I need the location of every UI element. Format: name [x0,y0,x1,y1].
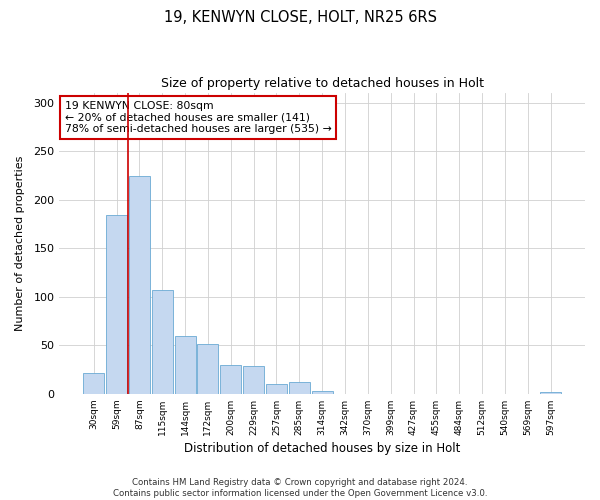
Title: Size of property relative to detached houses in Holt: Size of property relative to detached ho… [161,78,484,90]
Bar [311,391,332,394]
Bar [129,176,150,394]
Text: 19, KENWYN CLOSE, HOLT, NR25 6RS: 19, KENWYN CLOSE, HOLT, NR25 6RS [163,10,437,25]
Text: 19 KENWYN CLOSE: 80sqm
← 20% of detached houses are smaller (141)
78% of semi-de: 19 KENWYN CLOSE: 80sqm ← 20% of detached… [65,100,331,134]
Bar [220,364,241,394]
Bar [175,336,196,394]
Bar [540,392,561,394]
Bar [197,344,218,394]
X-axis label: Distribution of detached houses by size in Holt: Distribution of detached houses by size … [184,442,460,455]
Bar [243,366,264,394]
Bar [266,384,287,394]
Text: Contains HM Land Registry data © Crown copyright and database right 2024.
Contai: Contains HM Land Registry data © Crown c… [113,478,487,498]
Bar [289,382,310,394]
Y-axis label: Number of detached properties: Number of detached properties [15,156,25,331]
Bar [83,374,104,394]
Bar [152,290,173,394]
Bar [106,216,127,394]
